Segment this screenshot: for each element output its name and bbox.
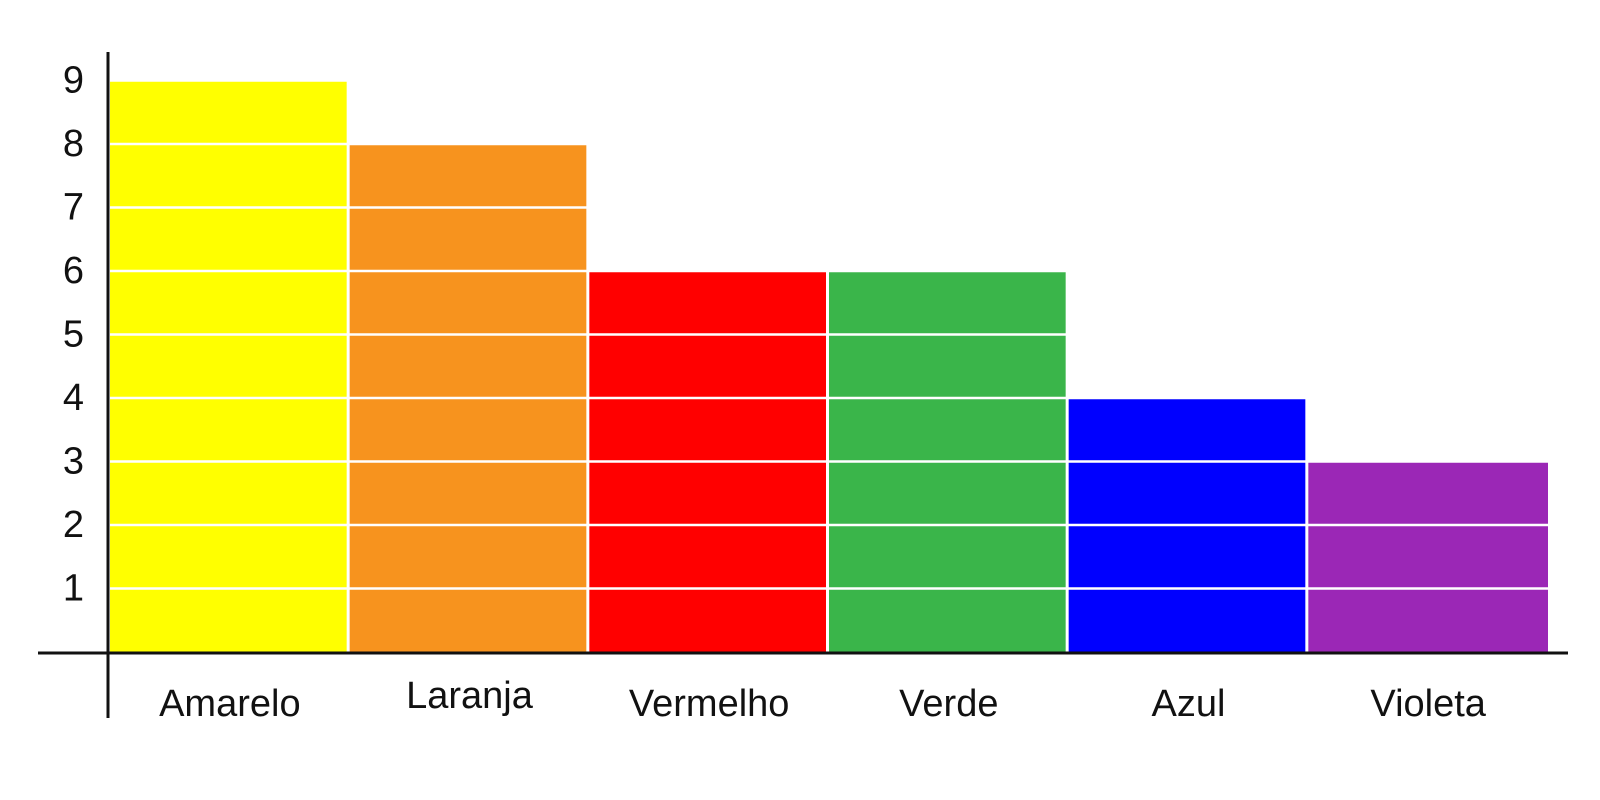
y-tick-label-4: 4 <box>63 377 84 419</box>
y-tick-label-2: 2 <box>63 504 84 546</box>
x-tick-label-vermelho: Vermelho <box>629 683 790 725</box>
y-tick-labels: 1 2 3 4 5 6 7 8 9 <box>63 60 84 610</box>
y-tick-label-1: 1 <box>63 568 84 610</box>
x-tick-label-verde: Verde <box>899 683 998 725</box>
axes-group <box>38 52 1568 718</box>
y-tick-label-5: 5 <box>63 314 84 356</box>
y-tick-label-9: 9 <box>63 60 84 102</box>
bar-group <box>110 80 1548 652</box>
x-tick-label-laranja: Laranja <box>406 675 534 717</box>
y-tick-label-6: 6 <box>63 250 84 292</box>
y-tick-label-8: 8 <box>63 123 84 165</box>
bar-amarelo <box>110 80 347 652</box>
x-tick-labels: Amarelo Laranja Vermelho Verde Azul Violeta <box>159 675 1487 725</box>
bar-violeta <box>1308 461 1548 652</box>
x-tick-label-azul: Azul <box>1152 683 1226 725</box>
x-tick-label-amarelo: Amarelo <box>159 683 301 725</box>
x-tick-label-violeta: Violeta <box>1370 683 1486 725</box>
y-tick-label-3: 3 <box>63 441 84 483</box>
y-tick-label-7: 7 <box>63 187 84 229</box>
gridline-group <box>110 79 1548 590</box>
